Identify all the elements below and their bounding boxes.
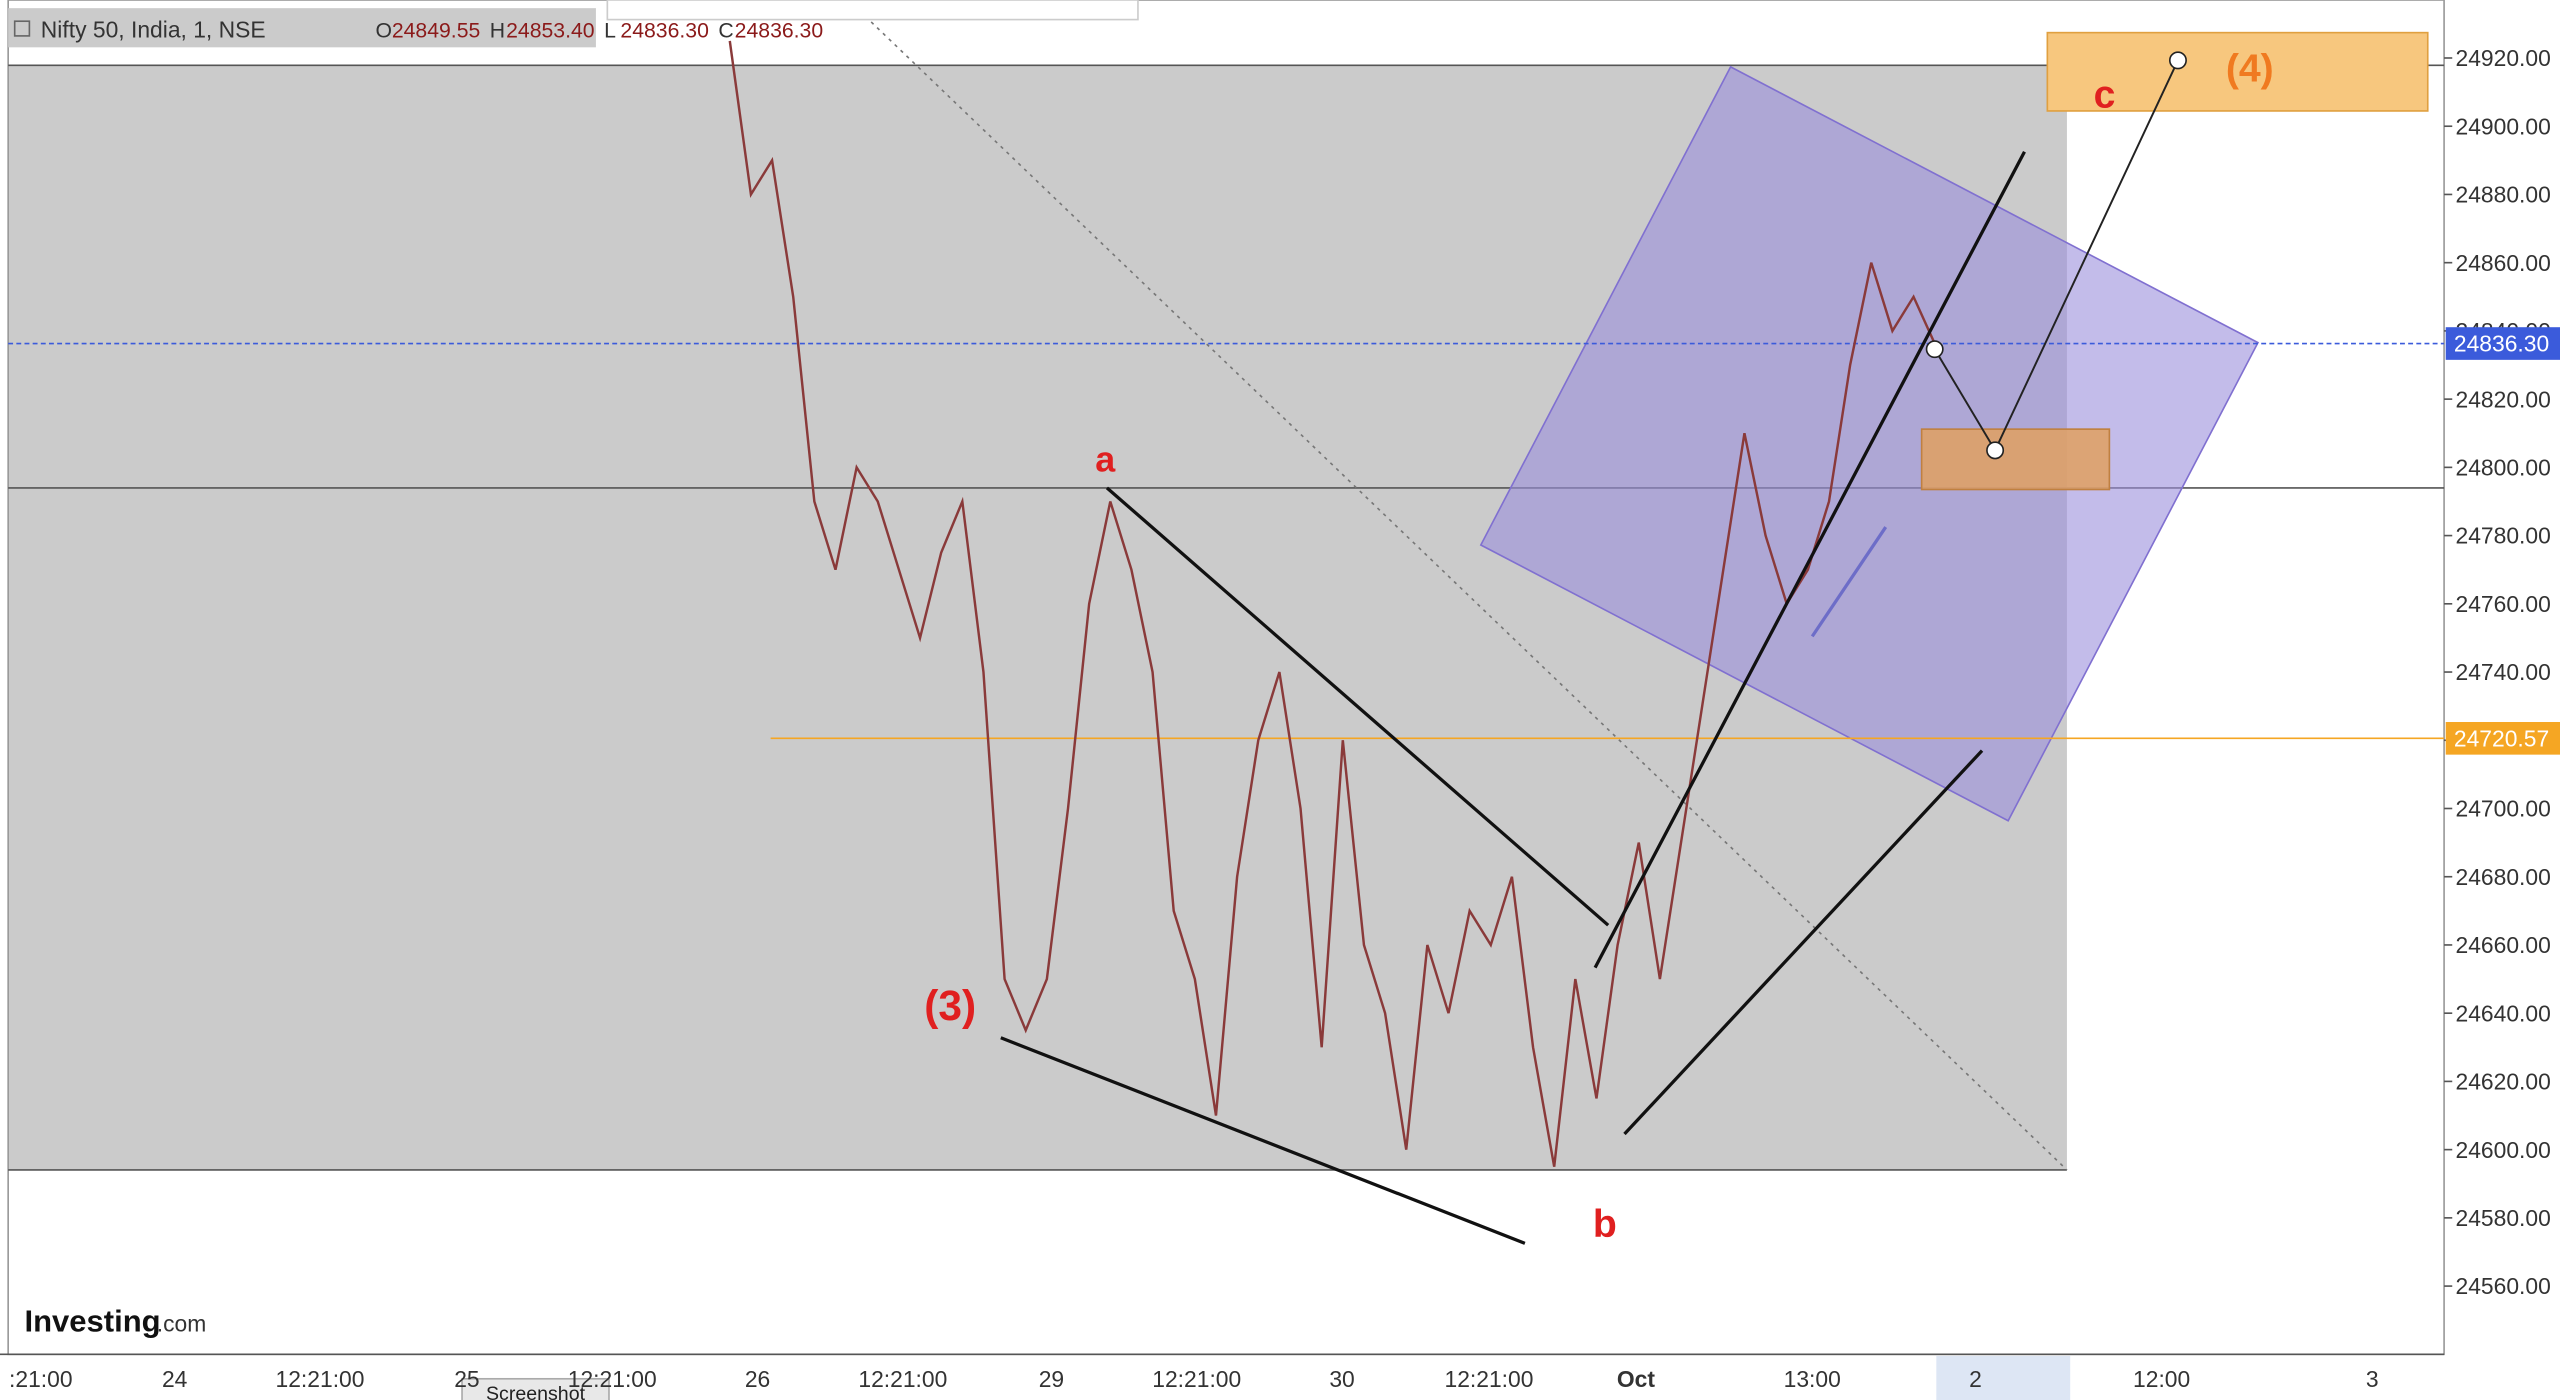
- logo: Investing: [24, 1303, 160, 1338]
- x-tick-label: 13:00: [1784, 1366, 1841, 1392]
- y-tick-label: 24560.00: [2456, 1273, 2551, 1299]
- x-tick-label: 3: [2366, 1366, 2379, 1392]
- price-tag: [2445, 327, 2560, 360]
- path-node: [1925, 340, 1944, 359]
- x-tick-label: 30: [1329, 1366, 1354, 1392]
- path-node: [1986, 441, 2005, 460]
- ohlc-value: 24836.30: [735, 20, 823, 43]
- wave-lines: [1000, 150, 2026, 1245]
- y-tick-label: 24600.00: [2456, 1137, 2551, 1163]
- collapse-icon[interactable]: [13, 20, 31, 37]
- wave-label: c: [2094, 74, 2116, 117]
- trend-line: [1105, 486, 1610, 927]
- x-tick-label: :21:00: [9, 1366, 73, 1392]
- trend-line: [1623, 749, 1984, 1136]
- wave-label: a: [1095, 440, 1116, 480]
- y-tick-label: 24620.00: [2456, 1069, 2551, 1095]
- wave-label: b: [1593, 1203, 1617, 1246]
- x-tick-label: 12:21:00: [1152, 1366, 1241, 1392]
- screenshot-button[interactable]: [461, 1377, 610, 1400]
- x-tick-label: Oct: [1617, 1366, 1655, 1392]
- wave-label: (4): [2226, 48, 2274, 91]
- ohlc-key: L: [604, 20, 616, 43]
- y-tick-label: 24740.00: [2456, 659, 2551, 685]
- x-tick-label: 12:21:00: [1445, 1366, 1534, 1392]
- y-tick-label: 24700.00: [2456, 796, 2551, 822]
- time-highlight: [1936, 1355, 2071, 1400]
- trend-line: [1593, 150, 2026, 969]
- x-tick-label: 2: [1969, 1366, 1982, 1392]
- y-tick-label: 24660.00: [2456, 932, 2551, 958]
- target-zone: [2046, 31, 2429, 112]
- x-tick-label: 12:21:00: [858, 1366, 947, 1392]
- y-tick-label: 24900.00: [2456, 113, 2551, 139]
- toolbar[interactable]: [606, 0, 1139, 21]
- x-tick-label: 12:21:00: [276, 1366, 365, 1392]
- ohlc-key: C: [718, 20, 733, 43]
- header-bar: [8, 8, 596, 48]
- price-tag-label: 24720.57: [2454, 725, 2549, 751]
- x-tick-label: 25: [454, 1366, 479, 1392]
- x-tick-label: 24: [162, 1366, 188, 1392]
- x-tick-label: 26: [745, 1366, 770, 1392]
- ohlc: O 24849.55 H 24853.40 L 24836.30 C 24836.30: [376, 20, 824, 43]
- plot: [8, 40, 2445, 1167]
- price-line-series: [728, 40, 1936, 1167]
- wave-label: (3): [924, 982, 976, 1029]
- y-tick-label: 24780.00: [2456, 523, 2551, 549]
- y-tick-label: 24920.00: [2456, 45, 2551, 71]
- symbol: Nifty 50, India, 1, NSE: [41, 17, 266, 43]
- path-node: [2168, 51, 2187, 70]
- ohlc-key: O: [376, 20, 393, 43]
- y-tick-label: 24580.00: [2456, 1205, 2551, 1231]
- y-tick-label: 24860.00: [2456, 250, 2551, 276]
- support-zone: [1920, 428, 2111, 491]
- ohlc-value: 24853.40: [506, 20, 594, 43]
- ohlc-key: H: [490, 20, 505, 43]
- y-tick-label: 24760.00: [2456, 591, 2551, 617]
- channel-line: [1810, 526, 1888, 638]
- y-tick-label: 24820.00: [2456, 386, 2551, 412]
- price-tag: [2445, 722, 2560, 755]
- trend-dotted: [864, 15, 2068, 1171]
- x-tick-label: 29: [1039, 1366, 1064, 1392]
- x-tick-label: 12:00: [2133, 1366, 2190, 1392]
- trend-line: [1000, 1036, 1526, 1245]
- y-tick-label: 24640.00: [2456, 1000, 2551, 1026]
- ohlc-value: 24849.55: [392, 20, 480, 43]
- y-tick-label: 24880.00: [2456, 182, 2551, 208]
- y-tick-label: 24680.00: [2456, 864, 2551, 890]
- x-tick-label: 12:21:00: [568, 1366, 657, 1392]
- price-tag-label: 24836.30: [2454, 331, 2549, 357]
- screenshot-label[interactable]: Screenshot: [486, 1383, 586, 1400]
- ohlc-value: 24836.30: [620, 20, 708, 43]
- y-tick-label: 24800.00: [2456, 455, 2551, 481]
- logo-suffix: .com: [157, 1310, 207, 1336]
